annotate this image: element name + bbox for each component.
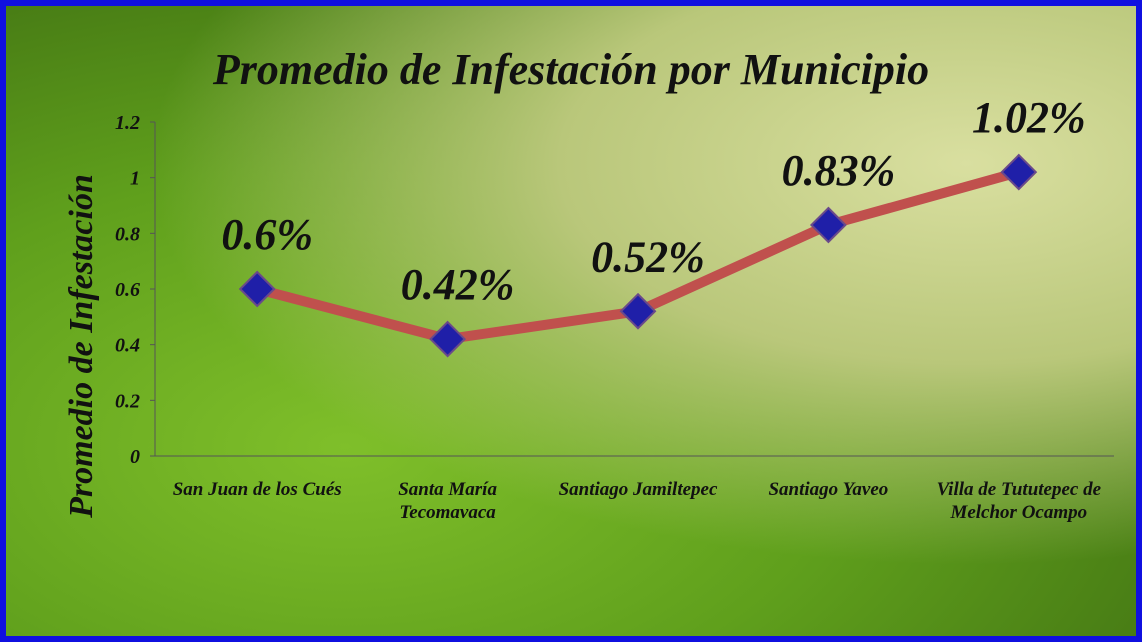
y-tick-label: 0.2	[115, 390, 140, 412]
data-label: 0.42%	[401, 260, 515, 309]
marker	[621, 294, 655, 328]
x-tick-label: Santiago Yaveo	[738, 478, 918, 501]
plot: Promedio de Infestación por Municipio Pr…	[6, 6, 1136, 636]
marker	[1002, 155, 1036, 189]
data-label: 1.02%	[972, 93, 1086, 142]
data-label: 0.83%	[782, 146, 896, 195]
marker	[431, 322, 465, 356]
x-tick-label: Villa de Tututepec de Melchor Ocampo	[929, 478, 1109, 524]
data-label: 0.6%	[221, 210, 313, 259]
marker	[240, 272, 274, 306]
chart: Promedio de Infestación por Municipio Pr…	[0, 0, 1142, 642]
y-tick-label: 0	[130, 446, 140, 468]
y-axis-label: Promedio de Infestación	[63, 174, 100, 519]
data-label: 0.52%	[591, 232, 705, 281]
chart-title: Promedio de Infestación por Municipio	[212, 45, 929, 94]
y-tick-label: 0.6	[115, 279, 140, 301]
x-tick-label: Santa María Tecomavaca	[358, 478, 538, 524]
y-tick-label: 0.4	[115, 335, 140, 357]
x-tick-label: Santiago Jamiltepec	[548, 478, 728, 501]
y-tick-label: 1.2	[115, 112, 140, 134]
y-tick-label: 1	[130, 168, 140, 190]
x-tick-label: San Juan de los Cués	[167, 478, 347, 501]
y-tick-label: 0.8	[115, 223, 140, 245]
marker	[811, 208, 845, 242]
